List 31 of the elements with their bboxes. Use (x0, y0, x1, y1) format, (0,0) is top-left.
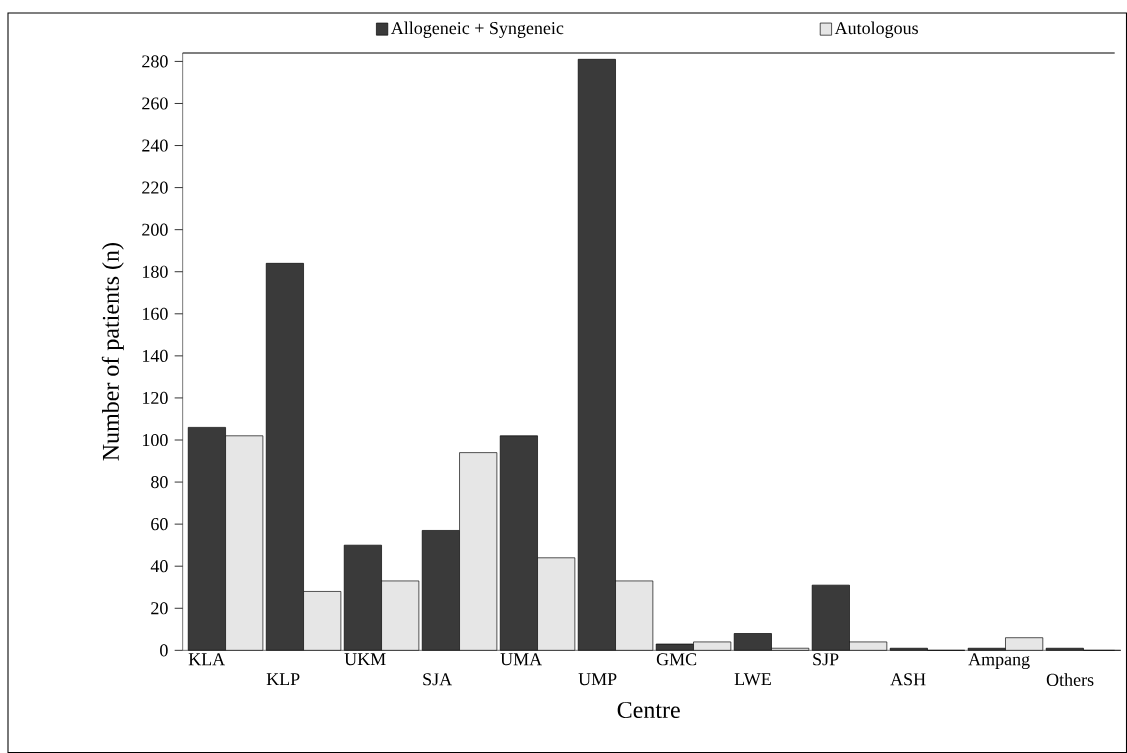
y-tick-label: 260 (142, 97, 168, 110)
y-axis-title: Number of patients (n) (101, 243, 124, 461)
x-tick-label: SJP (813, 653, 839, 666)
y-tick-label: 20 (151, 602, 168, 615)
x-tick-label: Others (1046, 673, 1094, 686)
x-tick-label: KLA (188, 653, 226, 666)
x-tick-label: Ampang (968, 653, 1030, 670)
y-tick-label: 280 (142, 55, 168, 68)
y-tick-label: 0 (160, 644, 168, 657)
x-tick-label: UKM (344, 653, 386, 666)
y-tick-label: 180 (142, 265, 168, 278)
y-tick-label: 160 (142, 307, 168, 320)
legend-label: Allogeneic + Syngeneic (390, 21, 564, 38)
y-tick-label: 240 (142, 139, 168, 152)
y-tick-label: 220 (142, 181, 168, 194)
x-tick-label: LWE (734, 673, 771, 686)
x-tick-label: GMC (656, 653, 697, 666)
x-tick-label: SJA (423, 673, 453, 686)
y-tick-label: 40 (150, 560, 168, 573)
y-tick-label: 200 (142, 223, 168, 236)
y-tick-label: 140 (142, 349, 168, 362)
y-tick-label: 120 (142, 391, 168, 404)
x-tick-label: UMP (578, 673, 617, 686)
y-tick-label: 60 (151, 518, 168, 531)
legend-label: Autologous (834, 21, 918, 38)
x-tick-label: UMA (500, 653, 542, 666)
y-tick-label: 100 (142, 433, 168, 447)
x-tick-label: ASH (890, 673, 926, 686)
x-tick-label: KLP (266, 673, 300, 686)
y-tick-label: 80 (151, 475, 168, 489)
x-axis-title: Centre (617, 701, 680, 719)
